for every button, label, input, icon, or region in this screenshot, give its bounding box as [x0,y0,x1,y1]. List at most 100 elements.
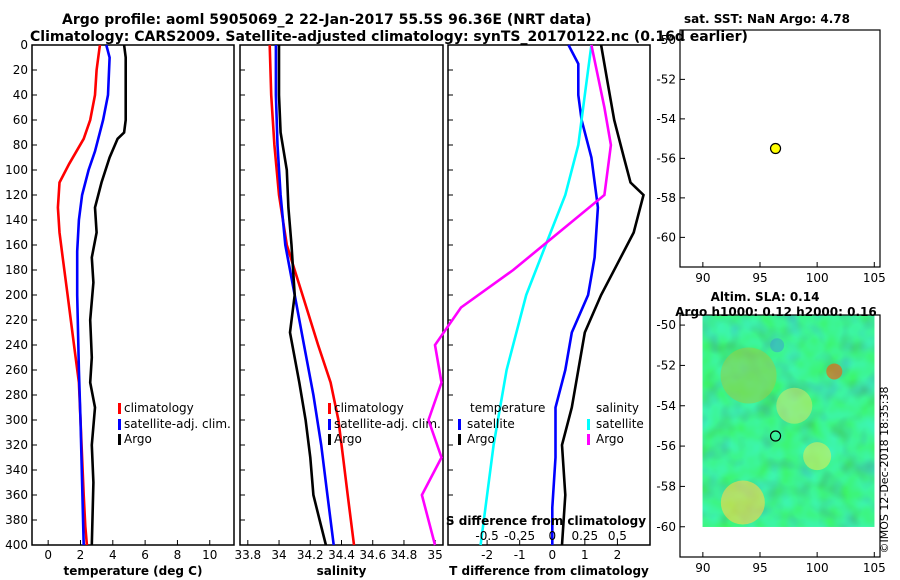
differences-xtick-label: -1 [514,548,526,562]
salinity-legend-swatch [328,434,331,445]
sst_map-ytick-label: -60 [656,230,676,244]
sla-heatmap-blob [770,338,785,353]
salinity-series-satellite-adj-clim- [274,45,335,546]
temperature-xlabel: temperature (deg C) [64,564,203,578]
diff-legend-t-swatch [458,434,461,445]
diff-legend-t-label: satellite [467,417,515,431]
sst-map-title: sat. SST: NaN Argo: 4.78 [684,12,850,26]
diff-legend-s-label: Argo [596,432,624,446]
depth-tick-label: 320 [5,438,28,452]
diff-s-tick-label: 0 [548,529,556,543]
temperature-xtick-label: 4 [109,548,117,562]
depth-tick-label: 0 [20,38,28,52]
diff-legend-temperature-title: temperature [470,401,545,415]
salinity-legend-swatch [328,403,331,414]
depth-tick-label: 300 [5,413,28,427]
sst_map-ytick-label: -56 [656,151,676,165]
sla_map-xtick-label: 100 [806,561,829,575]
salinity-xtick-label: 34.8 [391,548,418,562]
depth-tick-label: 220 [5,313,28,327]
sst_map-xtick-label: 100 [806,271,829,285]
temperature-legend-label: Argo [124,432,152,446]
salinity-legend-label: satellite-adj. clim. [334,417,441,431]
sla_map-ytick-label: -56 [656,439,676,453]
depth-tick-label: 380 [5,513,28,527]
sla_map-frame [679,314,881,558]
salinity-legend-label: climatology [334,401,404,415]
diff-legend-t-swatch [458,419,461,430]
sst_map-xtick-label: 90 [695,271,710,285]
salinity-xtick-label: 34.4 [328,548,355,562]
sla_map-xtick-label: 105 [863,561,886,575]
sla-heatmap-blob [803,442,832,471]
sla-heatmap-blob [776,387,813,424]
salinity-xtick-label: 35 [428,548,443,562]
differences-series-t-satellite [550,44,600,545]
differences-series-s-argo [420,44,613,546]
sst_map-xtick-label: 95 [752,271,767,285]
temperature-xtick-label: 6 [141,548,149,562]
differences-xtick-label: 0 [548,548,556,562]
depth-tick-label: 100 [5,163,28,177]
sla_map-ytick-label: -50 [656,318,676,332]
temperature-legend-swatch [118,434,121,445]
diff-legend-s-swatch [587,419,590,430]
depth-tick-label: 260 [5,363,28,377]
salinity-frame [239,44,444,546]
title-line-2: Climatology: CARS2009. Satellite-adjuste… [30,29,748,45]
sst_map-ytick-label: -52 [656,72,676,86]
diff-legend-s-label: satellite [596,417,644,431]
salinity-series-climatology [268,44,356,546]
depth-tick-label: 140 [5,213,28,227]
depth-tick-label: 360 [5,488,28,502]
sla-heatmap-blob [720,480,765,525]
diff-s-tick-label: 0.25 [571,529,598,543]
depth-tick-label: 80 [13,138,28,152]
diff-legend-t-label: Argo [467,432,495,446]
sla_map-ytick-label: -52 [656,358,676,372]
temperature-xtick-label: 2 [77,548,85,562]
depth-tick-label: 340 [5,463,28,477]
depth-tick-label: 40 [13,88,28,102]
temperature-legend-swatch [118,419,121,430]
differences-xtick-label: -2 [481,548,493,562]
sst_map-ytick-label: -54 [656,112,676,126]
salinity-xlabel: salinity [317,564,367,578]
differences-series-t-argo [560,44,645,546]
temperature-xtick-label: 8 [174,548,182,562]
salinity-xtick-label: 34 [271,548,286,562]
depth-tick-label: 280 [5,388,28,402]
temperature-series-argo [88,44,127,546]
temperature-legend-label: climatology [124,401,194,415]
temperature-series-satellite-adj-clim- [75,44,111,546]
depth-tick-label: 200 [5,288,28,302]
depth-tick-label: 240 [5,338,28,352]
sla-map-title-1: Altim. SLA: 0.14 [711,290,820,304]
salinity-series-argo [277,45,328,546]
temperature-legend-swatch [118,403,121,414]
sst_map-xtick-label: 105 [863,271,886,285]
salinity-xtick-label: 33.8 [234,548,261,562]
diff-s-tick-label: -0.25 [504,529,535,543]
diff-s-tick-label: 0.5 [608,529,627,543]
diff-legend-salinity-title: salinity [596,401,639,415]
sla-map-title-2: Argo h1000: 0.12 h2000: 0.16 [675,305,876,319]
depth-tick-label: 120 [5,188,28,202]
sst_map-ytick-label: -50 [656,33,676,47]
temperature-legend-label: satellite-adj. clim. [124,417,231,431]
differences-xtick-label: 2 [614,548,622,562]
depth-tick-label: 160 [5,238,28,252]
depth-tick-label: 180 [5,263,28,277]
differences-series-s-satellite [479,44,593,546]
sla_map-argo-position [769,430,782,442]
title-line-1: Argo profile: aoml 5905069_2 22-Jan-2017… [62,12,592,28]
diff-legend-s-swatch [587,434,590,445]
sst_map-argo-position [769,142,782,155]
sst_map-frame [679,29,881,268]
diff-s-tick-label: -0.5 [475,529,498,543]
temperature-frame [31,44,235,546]
sla_map-ytick-label: -58 [656,479,676,493]
sst_map-ytick-label: -58 [656,191,676,205]
differences-xtick-label: 1 [581,548,589,562]
